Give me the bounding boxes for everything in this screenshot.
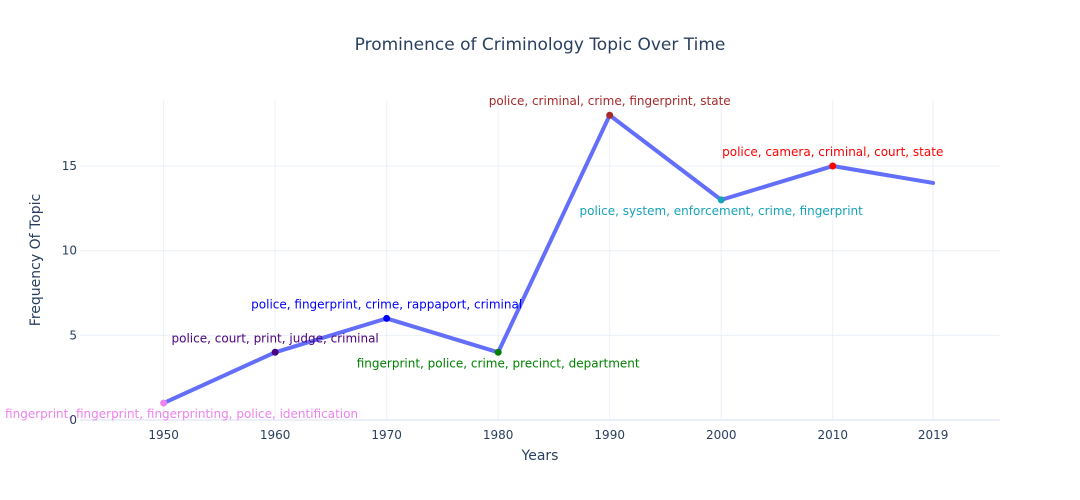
marker-layer <box>160 111 837 407</box>
data-point-marker <box>829 162 837 170</box>
y-axis-title: Frequency Of Topic <box>28 194 44 326</box>
y-tick-label: 5 <box>69 328 77 342</box>
grid-layer <box>80 100 1000 421</box>
x-tick-label: 2000 <box>706 428 737 442</box>
series-line-layer <box>161 113 936 406</box>
chart-title: Prominence of Criminology Topic Over Tim… <box>355 35 726 55</box>
x-tick-label: 2019 <box>918 428 949 442</box>
data-point-label: police, camera, criminal, court, state <box>722 145 943 159</box>
data-point-label: fingerprint, police, crime, precinct, de… <box>357 356 640 370</box>
point-label-layer: print, fingerprint, fingerprint, fingerp… <box>0 94 943 421</box>
data-point-marker <box>717 196 725 204</box>
series-line <box>161 113 936 406</box>
data-point-marker <box>383 314 391 322</box>
x-tick-label: 1950 <box>148 428 179 442</box>
data-point-label: police, criminal, crime, fingerprint, st… <box>489 94 731 108</box>
data-point-marker <box>606 111 614 119</box>
x-tick-label: 1990 <box>594 428 625 442</box>
x-tick-label: 1970 <box>371 428 402 442</box>
data-point-label: print, fingerprint, fingerprint, fingerp… <box>0 407 358 421</box>
x-tick-label: 1980 <box>483 428 514 442</box>
y-tick-label: 10 <box>62 244 77 258</box>
data-point-label: police, court, print, judge, criminal <box>172 331 379 345</box>
data-point-marker <box>160 399 168 407</box>
data-point-label: police, fingerprint, crime, rappaport, c… <box>251 297 522 311</box>
x-tick-label: 1960 <box>260 428 291 442</box>
y-tick-label: 15 <box>62 159 77 173</box>
x-axis-title: Years <box>521 448 559 464</box>
data-point-marker <box>494 348 502 356</box>
tick-label-layer: 1950 1960 1970 1980 1990 2000 2010 2019 0 5 10 15 <box>62 159 949 442</box>
data-point-label: police, system, enforcement, crime, fing… <box>580 204 864 218</box>
y-tick-label: 0 <box>69 413 77 427</box>
data-point-marker <box>271 348 279 356</box>
x-tick-label: 2010 <box>817 428 848 442</box>
